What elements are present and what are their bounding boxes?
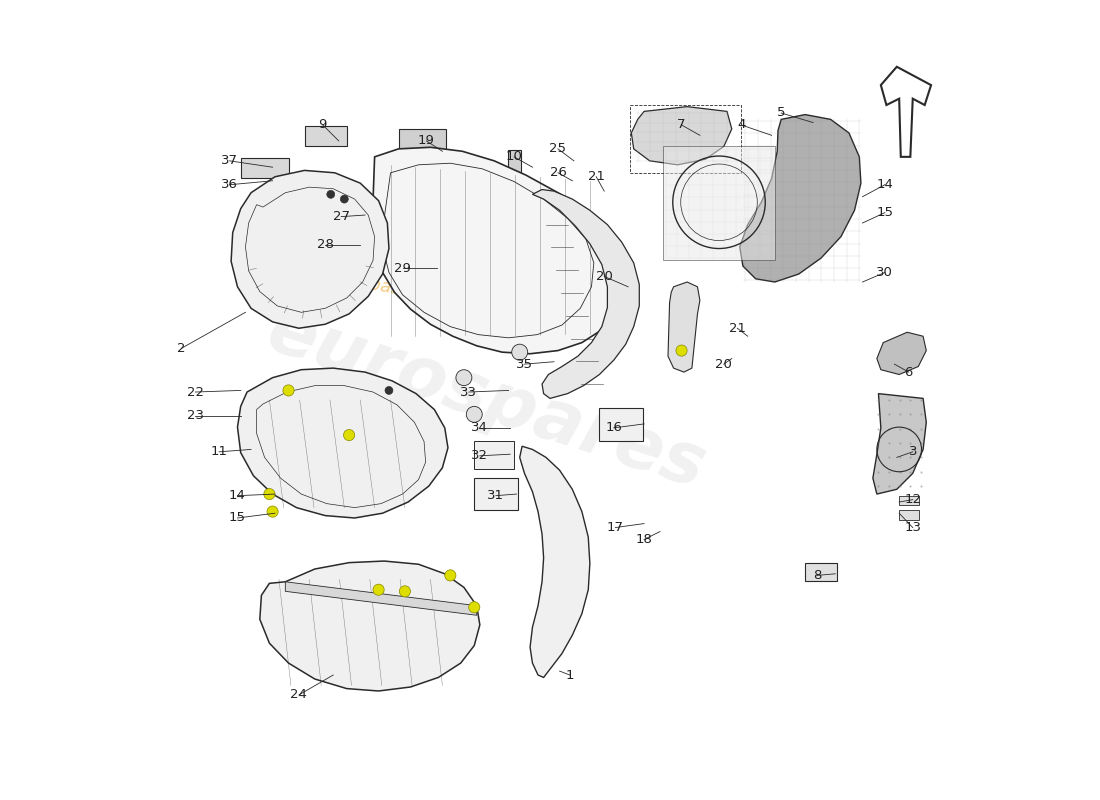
Text: 19: 19 bbox=[418, 134, 434, 147]
Circle shape bbox=[267, 506, 278, 517]
Text: 29: 29 bbox=[394, 262, 411, 275]
Text: 8: 8 bbox=[813, 569, 822, 582]
Circle shape bbox=[444, 570, 455, 581]
Text: 21: 21 bbox=[587, 170, 605, 183]
Text: 34: 34 bbox=[472, 422, 488, 434]
Circle shape bbox=[373, 584, 384, 595]
Polygon shape bbox=[285, 582, 476, 615]
Circle shape bbox=[327, 190, 334, 198]
Text: 11: 11 bbox=[211, 446, 228, 458]
Text: 4: 4 bbox=[737, 118, 746, 131]
FancyBboxPatch shape bbox=[242, 158, 288, 178]
Text: 28: 28 bbox=[317, 238, 333, 251]
Text: 26: 26 bbox=[550, 166, 566, 179]
Text: 32: 32 bbox=[471, 450, 488, 462]
Bar bbox=[600, 408, 643, 442]
Polygon shape bbox=[877, 332, 926, 374]
Text: 9: 9 bbox=[319, 118, 327, 131]
Text: 12: 12 bbox=[904, 493, 921, 506]
Bar bbox=[474, 478, 518, 510]
Polygon shape bbox=[238, 368, 448, 518]
Text: 21: 21 bbox=[729, 322, 746, 334]
Text: 18: 18 bbox=[636, 533, 652, 546]
Text: a passion for parts since 1985: a passion for parts since 1985 bbox=[351, 272, 622, 337]
FancyBboxPatch shape bbox=[508, 150, 521, 178]
Text: 10: 10 bbox=[506, 150, 522, 163]
Bar bbox=[474, 442, 514, 470]
Text: 14: 14 bbox=[229, 489, 246, 502]
Polygon shape bbox=[260, 561, 480, 691]
Polygon shape bbox=[372, 147, 628, 354]
Text: 16: 16 bbox=[605, 422, 623, 434]
Text: 22: 22 bbox=[187, 386, 204, 398]
Text: 25: 25 bbox=[550, 142, 566, 155]
Circle shape bbox=[340, 195, 349, 203]
Polygon shape bbox=[739, 114, 861, 282]
Text: 17: 17 bbox=[607, 521, 624, 534]
Text: 15: 15 bbox=[877, 206, 893, 219]
Circle shape bbox=[264, 489, 275, 500]
Text: 37: 37 bbox=[221, 154, 238, 167]
Text: 20: 20 bbox=[715, 358, 733, 370]
Bar bbox=[805, 563, 837, 581]
Polygon shape bbox=[668, 282, 700, 372]
Circle shape bbox=[385, 386, 393, 394]
Circle shape bbox=[469, 602, 480, 613]
Text: 6: 6 bbox=[904, 366, 913, 378]
Text: 36: 36 bbox=[221, 178, 238, 191]
Circle shape bbox=[466, 406, 482, 422]
Polygon shape bbox=[519, 446, 590, 678]
Text: 15: 15 bbox=[229, 511, 246, 525]
Polygon shape bbox=[663, 146, 774, 261]
Text: 7: 7 bbox=[678, 118, 685, 131]
Circle shape bbox=[676, 345, 688, 356]
Text: 14: 14 bbox=[877, 178, 893, 191]
Text: 20: 20 bbox=[596, 270, 613, 283]
Text: 31: 31 bbox=[487, 489, 504, 502]
Text: 30: 30 bbox=[877, 266, 893, 279]
Circle shape bbox=[512, 344, 528, 360]
FancyBboxPatch shape bbox=[306, 126, 346, 146]
Bar bbox=[899, 510, 920, 519]
Circle shape bbox=[455, 370, 472, 386]
Text: 3: 3 bbox=[909, 446, 917, 458]
Text: 13: 13 bbox=[904, 521, 921, 534]
Polygon shape bbox=[231, 170, 389, 328]
Text: 1: 1 bbox=[565, 669, 574, 682]
Text: 27: 27 bbox=[332, 210, 350, 223]
FancyBboxPatch shape bbox=[398, 129, 446, 152]
Circle shape bbox=[343, 430, 354, 441]
Text: eurospares: eurospares bbox=[258, 297, 714, 503]
Polygon shape bbox=[631, 106, 732, 165]
Polygon shape bbox=[532, 190, 639, 398]
Text: 5: 5 bbox=[777, 106, 785, 119]
Circle shape bbox=[283, 385, 294, 396]
Text: 35: 35 bbox=[516, 358, 534, 370]
Circle shape bbox=[399, 586, 410, 597]
Text: 2: 2 bbox=[177, 342, 186, 354]
Text: 24: 24 bbox=[290, 689, 307, 702]
Polygon shape bbox=[873, 394, 926, 494]
Text: 23: 23 bbox=[187, 410, 204, 422]
Text: 33: 33 bbox=[460, 386, 477, 398]
Bar bbox=[899, 496, 920, 506]
